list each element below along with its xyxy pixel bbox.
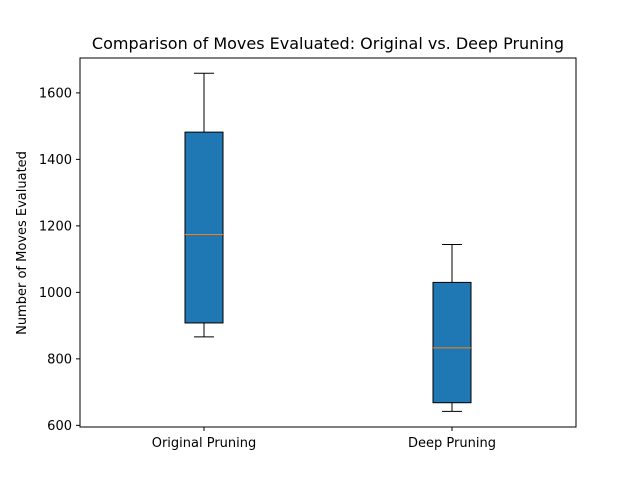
plot-area: 600 800 1000 1200 1400 1600 Original Pruning De…: [39, 57, 577, 451]
axes-frame: [79, 57, 577, 428]
y-tick-label-1200: 1200: [39, 219, 72, 234]
box-deep-pruning: [432, 281, 472, 404]
y-tick-label-800: 800: [47, 352, 72, 367]
y-tick-label-600: 600: [47, 419, 72, 434]
y-axis-label: Number of Moves Evaluated: [15, 151, 30, 335]
y-tick-label-1600: 1600: [39, 86, 72, 101]
y-tick-label-1000: 1000: [39, 286, 72, 301]
x-tick-label-original-pruning: Original Pruning: [152, 436, 257, 451]
chart-title: Comparison of Moves Evaluated: Original …: [92, 34, 564, 53]
x-tick-label-deep-pruning: Deep Pruning: [408, 436, 496, 451]
y-tick-label-1400: 1400: [39, 153, 72, 168]
box-original-pruning: [184, 131, 224, 324]
